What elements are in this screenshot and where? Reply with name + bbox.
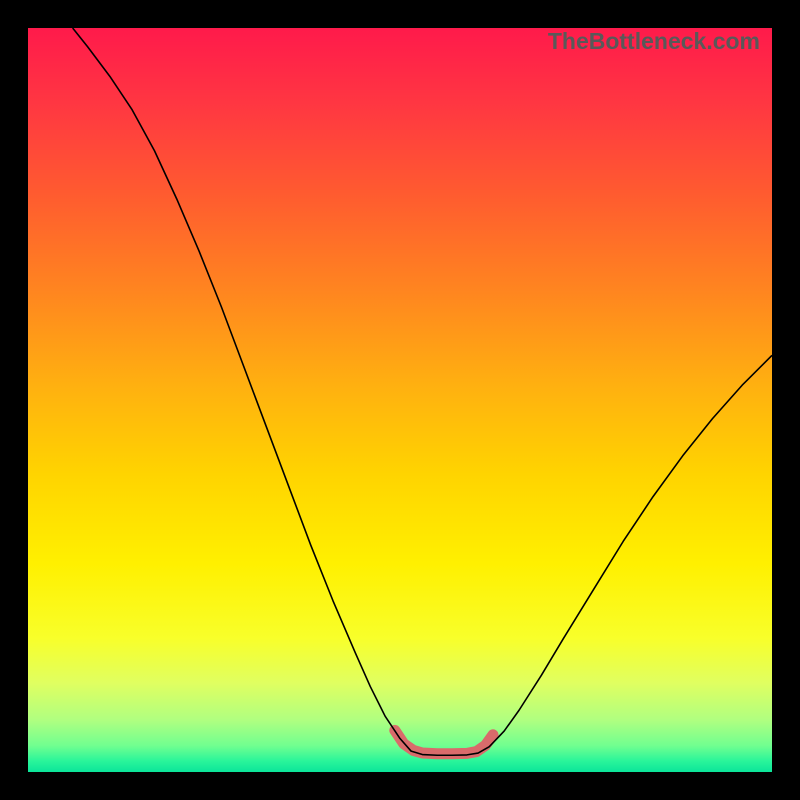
chart-svg bbox=[28, 28, 772, 772]
gradient-background bbox=[28, 28, 772, 772]
plot-area bbox=[28, 28, 772, 772]
watermark-text: TheBottleneck.com bbox=[548, 28, 760, 55]
chart-frame: TheBottleneck.com bbox=[0, 0, 800, 800]
